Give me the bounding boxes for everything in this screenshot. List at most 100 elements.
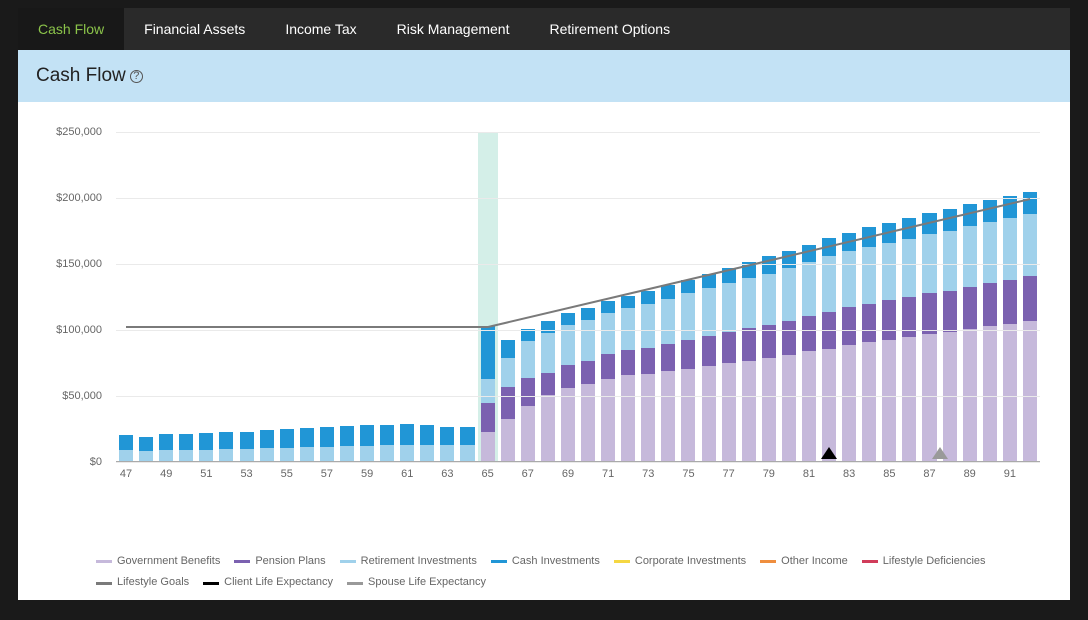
bar[interactable] (822, 238, 836, 461)
bar[interactable] (762, 256, 776, 461)
tab-retirement-options[interactable]: Retirement Options (529, 8, 690, 50)
legend-item-corp[interactable]: Corporate Investments (614, 553, 746, 571)
bar-segment-pension (802, 316, 816, 352)
bar-segment-cash (440, 427, 454, 445)
bar[interactable] (159, 434, 173, 461)
bar[interactable] (681, 280, 695, 461)
bar[interactable] (1023, 192, 1037, 461)
legend-item-retire[interactable]: Retirement Investments (340, 553, 477, 571)
legend-swatch (491, 560, 507, 563)
bar-segment-retire (420, 445, 434, 461)
bar[interactable] (782, 251, 796, 461)
x-tick-label: 57 (321, 468, 333, 480)
bar[interactable] (501, 340, 515, 461)
x-tick-label: 83 (843, 468, 855, 480)
bar[interactable] (943, 209, 957, 461)
help-icon[interactable]: ? (130, 70, 143, 83)
bar[interactable] (260, 430, 274, 461)
bar-segment-retire (581, 320, 595, 361)
bar[interactable] (963, 204, 977, 461)
bar[interactable] (661, 285, 675, 461)
bar[interactable] (240, 432, 254, 461)
bar-segment-pension (702, 336, 716, 366)
bar-segment-retire (240, 449, 254, 461)
bar[interactable] (280, 429, 294, 461)
legend-swatch (347, 582, 363, 585)
bar[interactable] (400, 424, 414, 461)
bar-segment-retire (742, 278, 756, 328)
tab-risk-management[interactable]: Risk Management (377, 8, 530, 50)
bar-segment-pension (561, 365, 575, 389)
bar[interactable] (219, 432, 233, 461)
bar[interactable] (902, 218, 916, 461)
legend-item-client[interactable]: Client Life Expectancy (203, 574, 333, 592)
bar[interactable] (842, 233, 856, 461)
bar[interactable] (601, 301, 615, 461)
bar-segment-gov (922, 334, 936, 461)
bar[interactable] (722, 268, 736, 461)
bar[interactable] (340, 426, 354, 461)
bar[interactable] (621, 296, 635, 461)
bar[interactable] (702, 274, 716, 461)
x-tick-label: 71 (602, 468, 614, 480)
bar-segment-retire (902, 239, 916, 297)
bar[interactable] (320, 427, 334, 461)
legend-item-pension[interactable]: Pension Plans (234, 553, 325, 571)
bar-segment-gov (601, 379, 615, 461)
bar[interactable] (922, 213, 936, 461)
bar[interactable] (742, 262, 756, 461)
bar-segment-gov (641, 374, 655, 461)
bar[interactable] (481, 326, 495, 461)
legend-item-goals[interactable]: Lifestyle Goals (96, 574, 189, 592)
bar[interactable] (380, 425, 394, 461)
bar-segment-retire (179, 450, 193, 461)
bar[interactable] (862, 227, 876, 461)
bar-segment-cash (360, 425, 374, 446)
bar-segment-gov (561, 388, 575, 461)
legend-item-other[interactable]: Other Income (760, 553, 848, 571)
bar[interactable] (179, 434, 193, 461)
bar-segment-retire (280, 448, 294, 461)
legend-item-cash[interactable]: Cash Investments (491, 553, 600, 571)
tabs-bar: Cash FlowFinancial AssetsIncome TaxRisk … (18, 8, 1070, 50)
bar-segment-retire (1003, 218, 1017, 280)
legend-item-spouse[interactable]: Spouse Life Expectancy (347, 574, 486, 592)
legend-item-gov[interactable]: Government Benefits (96, 553, 220, 571)
tab-cash-flow[interactable]: Cash Flow (18, 8, 124, 50)
bar[interactable] (882, 223, 896, 461)
tab-financial-assets[interactable]: Financial Assets (124, 8, 265, 50)
bar[interactable] (521, 329, 535, 461)
legend-label: Lifestyle Deficiencies (883, 553, 986, 571)
x-tick-label: 87 (923, 468, 935, 480)
bar[interactable] (1003, 196, 1017, 461)
x-tick-label: 67 (522, 468, 534, 480)
bar[interactable] (199, 433, 213, 461)
bar[interactable] (300, 428, 314, 461)
bar-segment-cash (300, 428, 314, 447)
x-tick-label: 53 (240, 468, 252, 480)
x-tick-label: 85 (883, 468, 895, 480)
tab-income-tax[interactable]: Income Tax (265, 8, 376, 50)
bar[interactable] (641, 291, 655, 461)
bar-segment-retire (661, 299, 675, 344)
bar[interactable] (460, 427, 474, 461)
legend-label: Client Life Expectancy (224, 574, 333, 592)
bar-segment-retire (300, 447, 314, 461)
bar[interactable] (119, 435, 133, 461)
bar-segment-retire (501, 358, 515, 387)
bar[interactable] (440, 427, 454, 461)
bar-segment-pension (922, 293, 936, 334)
bar[interactable] (561, 313, 575, 461)
legend-item-defi[interactable]: Lifestyle Deficiencies (862, 553, 986, 571)
bar[interactable] (541, 321, 555, 461)
bar[interactable] (420, 425, 434, 461)
bar-segment-cash (460, 427, 474, 445)
y-axis: $0$50,000$100,000$150,000$200,000$250,00… (38, 132, 110, 462)
bar-segment-retire (802, 262, 816, 316)
bar[interactable] (360, 425, 374, 461)
bar[interactable] (139, 437, 153, 461)
bar-segment-retire (481, 379, 495, 403)
bar[interactable] (802, 245, 816, 461)
bar-segment-gov (902, 337, 916, 461)
legend: Government Benefits Pension Plans Retireme… (96, 553, 1050, 592)
